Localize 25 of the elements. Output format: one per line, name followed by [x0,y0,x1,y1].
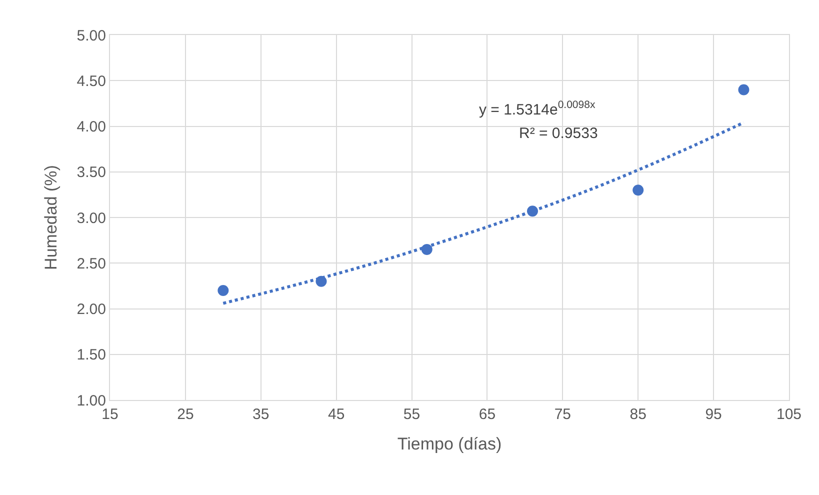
y-tick-label: 1.50 [76,346,106,364]
x-tick-label: 85 [630,406,646,423]
y-tick-label: 5.00 [76,27,106,44]
y-tick-label: 3.50 [76,164,106,182]
y-tick-label: 2.50 [76,255,106,272]
y-tick-label: 3.00 [76,210,106,227]
y-tick-label: 2.00 [76,301,106,318]
x-tick-label: 55 [403,406,420,423]
x-tick-label: 75 [554,406,572,423]
x-tick-label: 35 [252,406,270,423]
x-tick-label: 65 [478,406,496,423]
y-tick-label: 4.50 [76,72,106,90]
x-tick-label: 95 [705,406,722,423]
x-tick-label: 45 [328,406,345,423]
annotation: R² = 0.9533 [519,125,598,142]
point [738,84,750,96]
x-tick-label: 25 [177,406,194,423]
line-series [222,121,746,305]
y-axis-title: Humedad (%) [41,165,60,270]
point [632,184,644,196]
annotation: y = 1.5314e$^{0.0098x}$ [479,99,596,118]
y-tick-label: 4.00 [76,118,106,136]
x-axis-title: Tiempo (días) [397,434,502,454]
x-tick-label: 105 [776,406,802,423]
point [218,285,229,296]
